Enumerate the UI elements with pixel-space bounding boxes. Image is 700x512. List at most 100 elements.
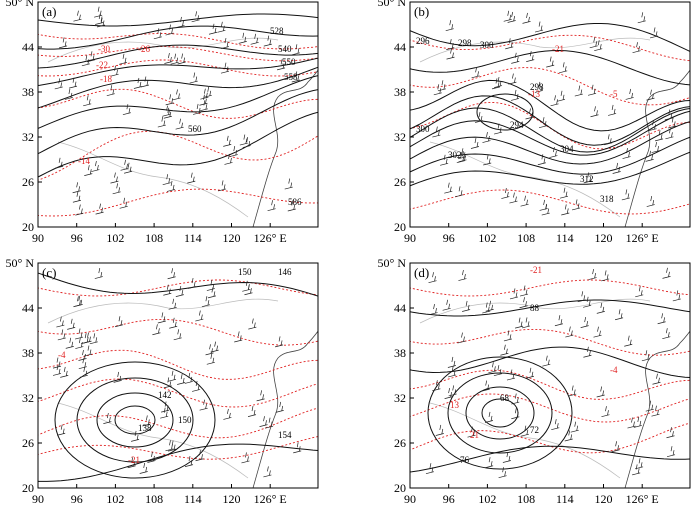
wind-barb [538,117,548,129]
contour-label: 528 [270,26,284,36]
wind-barb [458,269,467,281]
wind-barb [433,84,442,96]
wind-barb [519,285,529,297]
wind-barb [506,369,516,381]
wind-barb [74,328,84,340]
wind-barb [223,408,232,420]
wind-barb [164,52,173,64]
wind-barb [119,197,128,209]
wind-barb [624,335,633,347]
wind-barb [206,353,215,365]
wind-barb [446,39,455,50]
wind-barb [267,200,276,212]
contour-label: 540 [278,44,292,54]
y-tick-label: 44 [22,40,34,54]
closed-contour [476,93,534,131]
wind-barb [199,94,208,106]
wind-barb [72,191,81,203]
wind-barb [470,137,480,149]
contour-label: 586 [288,197,302,207]
wind-barb [201,296,210,308]
wind-barb [593,326,602,338]
wind-barb [525,367,534,379]
wind-barb [437,80,447,92]
wind-barb [54,78,63,90]
closed-contour [465,386,535,440]
wind-barb [559,187,569,199]
contour-label-red: -14 [78,156,90,166]
wind-barb [188,277,197,289]
wind-barb [657,313,666,325]
wind-barb [467,426,476,438]
wind-barb [250,33,259,45]
wind-barb [571,199,581,211]
wind-barb [428,272,437,284]
wind-barb [510,89,520,101]
wind-barb [220,62,230,74]
red-contour [38,349,318,380]
wind-barb [68,77,78,89]
map-panel: 296 298 300 298 294 300 302 304 312 318 -21 -13 -5 (b… [378,0,691,245]
wind-barb [457,332,466,344]
y-tick-label: 44 [394,301,406,315]
wind-barb [666,427,675,439]
wind-barb [86,51,96,63]
wind-barb [668,117,677,129]
wind-barb [122,104,131,116]
y-tick-label: 44 [394,40,406,54]
wind-barb [124,162,133,174]
red-contour [410,67,690,106]
wind-barb [67,318,76,330]
wind-barb [625,88,634,100]
x-tick-label: 126° E [626,492,659,506]
wind-barb [511,393,520,405]
black-contour [410,299,690,317]
wind-barb [81,55,90,67]
wind-barb [447,356,456,368]
wind-barb [511,52,520,64]
red-contour [38,407,318,439]
wind-barb [131,430,140,442]
wind-barb [241,452,250,464]
x-tick-label: 114 [184,231,202,245]
coastline [624,69,690,227]
closed-contour [76,377,194,463]
wind-barb [287,200,296,212]
panel-frame [37,1,319,228]
panel-label: (d) [414,265,429,280]
wind-barb [74,295,83,307]
wind-barb [444,388,453,399]
wind-barb [73,10,82,22]
wind-barb [205,344,214,356]
wind-barb [483,154,492,166]
wind-barb [588,268,597,280]
red-contour [38,378,318,408]
red-contour [38,279,318,297]
contour-label: 150 [178,415,192,425]
wind-barb [594,40,603,52]
wind-barb [526,51,535,62]
wind-barb [142,415,151,427]
wind-barb [662,328,671,340]
red-contour [38,46,318,62]
wind-barb [564,430,573,442]
wind-barb [432,126,441,138]
red-contour [410,328,690,356]
wind-barb [507,11,516,23]
wind-barb [509,192,518,204]
wind-barb [176,16,185,28]
contour-label-red: 21 [470,430,479,440]
wind-barb [596,302,605,314]
x-tick-label: 108 [517,231,535,245]
wind-barb [247,406,257,417]
wind-barb [511,408,520,420]
wind-barb [471,67,480,79]
contour-label: 296 [416,36,430,46]
wind-barb [458,151,467,163]
contour-label: 298 [530,82,544,92]
wind-barb [293,442,302,454]
wind-barb [534,81,543,93]
wind-barb [537,154,546,166]
wind-barb [195,310,204,322]
wind-barb [193,103,202,115]
